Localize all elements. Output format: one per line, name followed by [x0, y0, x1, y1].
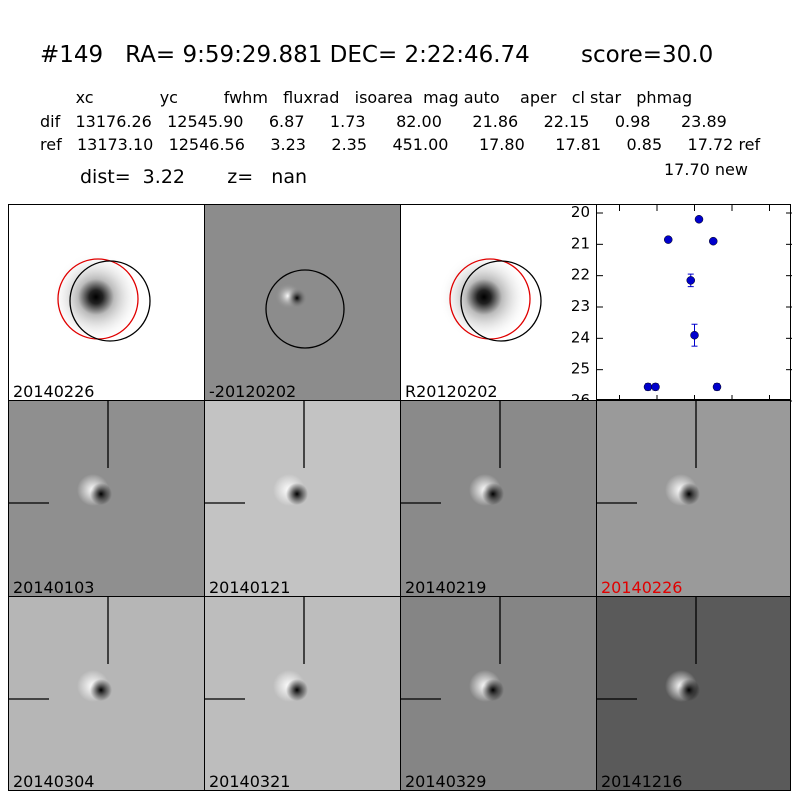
panel-label: 20140103: [13, 578, 95, 597]
epoch-stamp-panel[interactable]: 20140121: [204, 400, 401, 597]
data-point: [690, 330, 699, 340]
epoch-stamp-panel[interactable]: 20140304: [8, 596, 205, 791]
data-point: [643, 382, 653, 392]
page-title: #149 RA= 9:59:29.881 DEC= 2:22:46.74 sco…: [40, 42, 714, 68]
panel-label: 20141216: [601, 772, 683, 791]
panel-label: 20140226: [13, 382, 95, 401]
data-point: [651, 382, 660, 392]
epoch-stamp: [401, 597, 504, 702]
science-stamp: [51, 252, 151, 342]
epoch-stamp: [9, 401, 112, 506]
table-row-dif: dif 13176.26 12545.90 6.87 1.73 82.00 21…: [40, 112, 727, 131]
difference-stamp: [205, 205, 400, 400]
epoch-stamp: [205, 597, 308, 702]
epoch-stamp-panel[interactable]: 20140321: [204, 596, 401, 791]
epoch-stamp-panel[interactable]: 20140329: [400, 596, 597, 791]
table-row-new: 17.70 new: [664, 160, 748, 179]
epoch-stamp-panel[interactable]: 20140103: [8, 400, 205, 597]
epoch-stamp: [597, 401, 700, 506]
panel-label: 20140321: [209, 772, 291, 791]
panel-label: R20120202: [405, 382, 498, 401]
epoch-stamp: [597, 597, 700, 702]
panel-label: -20120202: [209, 382, 297, 401]
panel-label: 20140219: [405, 578, 487, 597]
distance-readout: dist= 3.22 z= nan: [80, 166, 308, 188]
reference-stamp: [439, 252, 542, 342]
data-point: [664, 235, 673, 244]
epoch-stamp: [9, 597, 112, 702]
table-header: xc yc fwhm fluxrad isoarea mag auto aper…: [40, 88, 693, 107]
epoch-stamp: [205, 401, 308, 506]
data-point: [712, 382, 722, 392]
table-row-ref: ref 13173.10 12546.56 3.23 2.35 451.00 1…: [40, 135, 761, 154]
light-curve-chart: [597, 205, 792, 402]
epoch-stamp: [401, 401, 504, 506]
data-point: [686, 276, 695, 285]
data-point: [694, 215, 704, 224]
epoch-stamp-panel[interactable]: 20140219: [400, 400, 597, 597]
panel-label: 20140329: [405, 772, 487, 791]
light-curve-plot[interactable]: [596, 204, 792, 402]
panel-label: 20140226: [601, 578, 683, 597]
panel-label: 20140121: [209, 578, 291, 597]
epoch-stamp-panel[interactable]: 20140226: [596, 400, 791, 597]
data-point: [709, 236, 718, 246]
image-panel-science[interactable]: 20140226: [8, 204, 205, 401]
image-panel-difference[interactable]: -20120202: [204, 204, 401, 401]
epoch-stamp-panel[interactable]: 20141216: [596, 596, 791, 791]
panel-label: 20140304: [13, 772, 95, 791]
image-panel-reference[interactable]: R20120202: [400, 204, 597, 401]
